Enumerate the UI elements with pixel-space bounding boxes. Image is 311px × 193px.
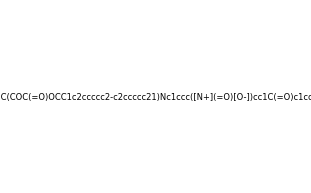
Text: O=C(COC(=O)OCC1c2ccccc2-c2ccccc21)Nc1ccc([N+](=O)[O-])cc1C(=O)c1ccccc1: O=C(COC(=O)OCC1c2ccccc2-c2ccccc21)Nc1ccc… (0, 93, 311, 102)
